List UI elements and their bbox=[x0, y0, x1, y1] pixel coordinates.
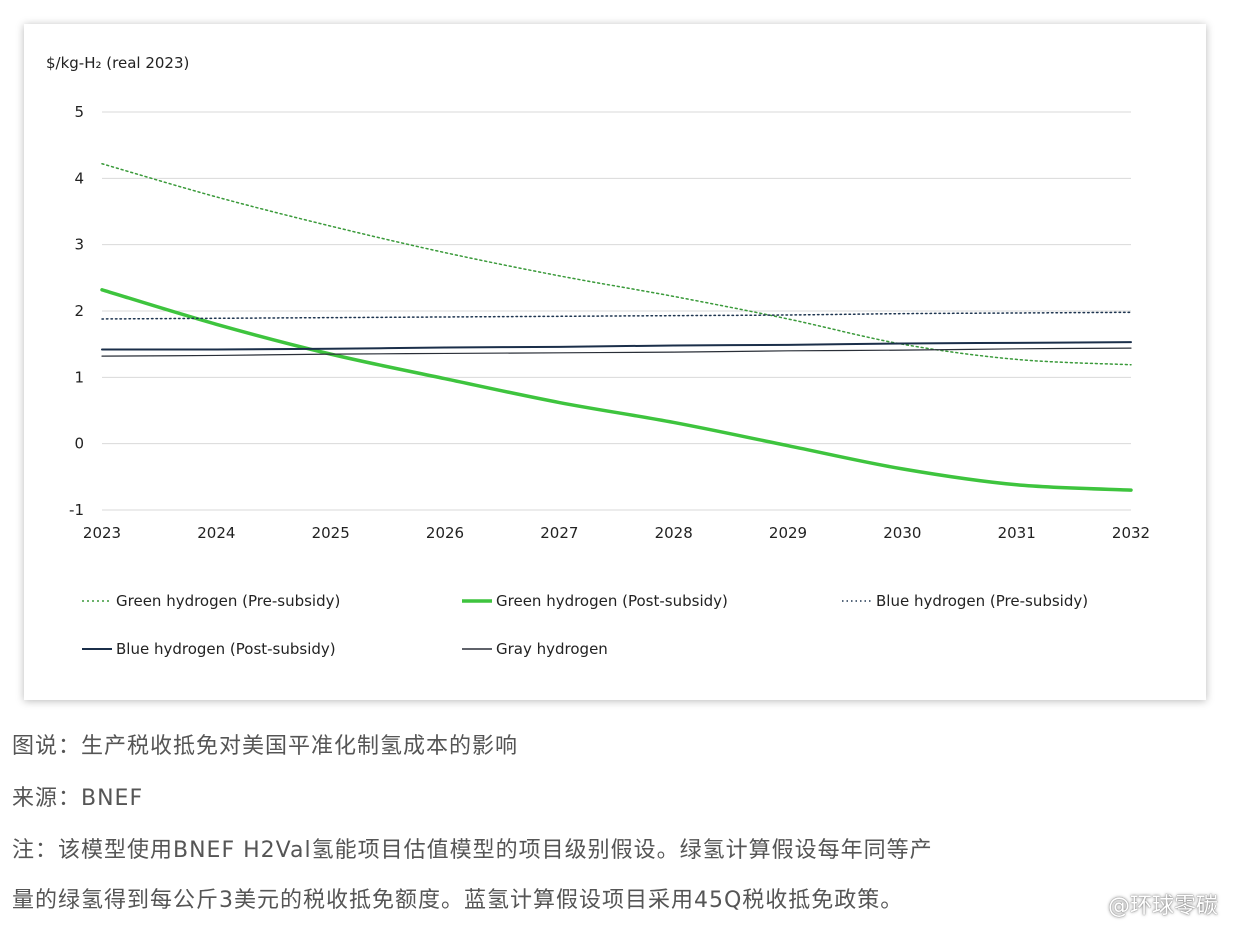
y-axis-label: $/kg-H₂ (real 2023) bbox=[46, 54, 189, 72]
y-tick-label: 4 bbox=[74, 169, 84, 187]
y-tick-label: 5 bbox=[74, 103, 84, 121]
x-tick-label: 2030 bbox=[883, 524, 921, 542]
x-tick-label: 2027 bbox=[540, 524, 578, 542]
legend-label: Blue hydrogen (Pre-subsidy) bbox=[876, 592, 1088, 610]
y-tick-label: 0 bbox=[74, 435, 84, 453]
series-line-4 bbox=[101, 347, 1132, 357]
x-tick-label: 2025 bbox=[312, 524, 350, 542]
chart: $/kg-H₂ (real 2023) 5 4 3 2 1 0 -1 2023 2024 202… bbox=[46, 54, 1150, 658]
x-tick-label: 2032 bbox=[1112, 524, 1150, 542]
legend-label: Gray hydrogen bbox=[496, 640, 608, 658]
x-tick-label: 2029 bbox=[769, 524, 807, 542]
y-tick-label: 2 bbox=[74, 302, 84, 320]
watermark: @环球零碳 bbox=[1107, 894, 1218, 919]
series-line-2 bbox=[101, 311, 1132, 320]
legend-label: Green hydrogen (Pre-subsidy) bbox=[116, 592, 340, 610]
note-line-1: 注：该模型使用BNEF H2Val氢能项目估值模型的项目级别假设。绿氢计算假设每… bbox=[12, 838, 933, 863]
x-tick-label: 2026 bbox=[426, 524, 464, 542]
x-tick-label: 2028 bbox=[655, 524, 693, 542]
x-tick-label: 2024 bbox=[197, 524, 235, 542]
series-line-3 bbox=[101, 341, 1132, 351]
source-caption: 来源：BNEF bbox=[12, 786, 144, 811]
note-line-2: 量的绿氢得到每公斤3美元的税收抵免额度。蓝氢计算假设项目采用45Q税收抵免政策。 bbox=[12, 888, 904, 913]
figure-caption: 图说：生产税收抵免对美国平准化制氢成本的影响 bbox=[12, 734, 519, 759]
legend-label: Blue hydrogen (Post-subsidy) bbox=[116, 640, 336, 658]
legend-label: Green hydrogen (Post-subsidy) bbox=[496, 592, 728, 610]
y-tick-label: -1 bbox=[69, 501, 84, 519]
x-tick-label: 2031 bbox=[998, 524, 1036, 542]
x-tick-label: 2023 bbox=[83, 524, 121, 542]
chart-card: $/kg-H₂ (real 2023) 5 4 3 2 1 0 -1 2023 2024 202… bbox=[24, 24, 1206, 700]
y-tick-label: 1 bbox=[74, 368, 84, 386]
series-line-1 bbox=[100, 288, 1133, 492]
y-tick-label: 3 bbox=[74, 236, 84, 254]
